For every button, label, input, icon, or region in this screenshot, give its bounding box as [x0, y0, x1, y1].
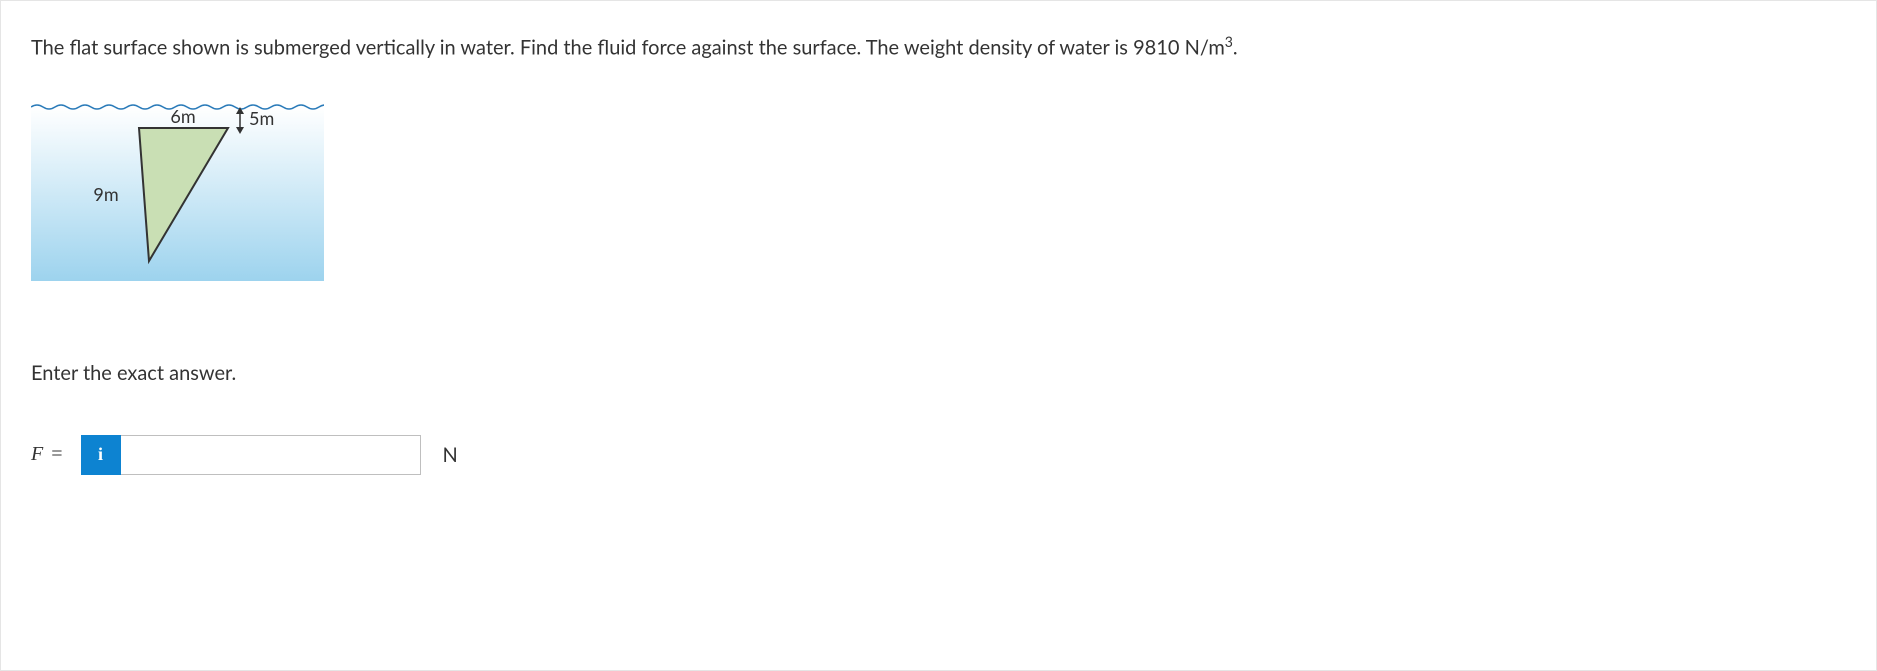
- answer-input[interactable]: [121, 435, 421, 475]
- submerged-triangle-diagram: 6m 5m 9m: [31, 83, 324, 281]
- diagram-svg: 6m 5m 9m: [31, 83, 324, 281]
- label-5m: 5m: [249, 107, 274, 129]
- density-value: 9810: [1133, 36, 1179, 60]
- instruction-text: Enter the exact answer.: [31, 361, 1846, 385]
- density-unit-prefix: N/m: [1185, 36, 1225, 60]
- equals-sign: =: [51, 443, 62, 466]
- question-text: The flat surface shown is submerged vert…: [31, 31, 1431, 63]
- answer-variable: F: [31, 443, 43, 466]
- question-text-a: The flat surface shown is submerged vert…: [31, 36, 1133, 60]
- label-9m: 9m: [93, 183, 118, 205]
- info-icon-glyph: i: [98, 444, 103, 465]
- density-exponent: 3: [1225, 33, 1233, 50]
- info-icon[interactable]: i: [81, 435, 121, 475]
- question-text-b: .: [1233, 36, 1238, 60]
- answer-row: F = i N: [31, 435, 1846, 475]
- label-6m: 6m: [170, 105, 195, 127]
- answer-unit: N: [443, 443, 458, 467]
